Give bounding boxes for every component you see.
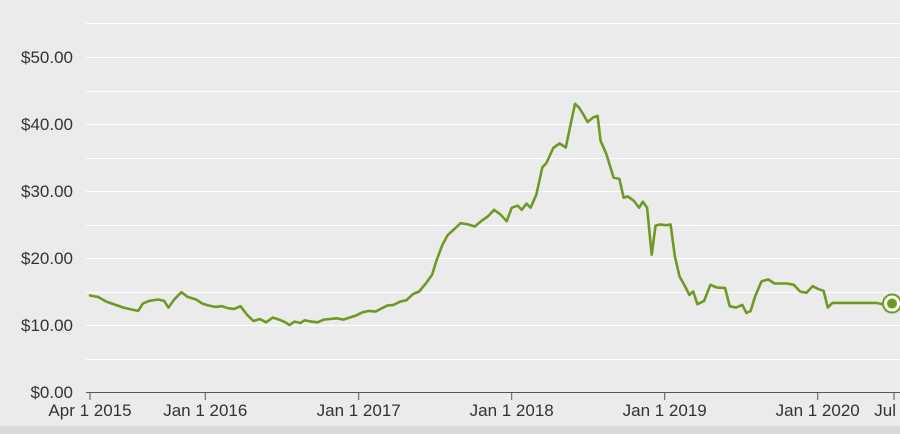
y-axis-tick-labels: $0.00 $10.00 $20.00 $30.00 $40.00 $50.00 — [21, 48, 73, 402]
x-axis-tick-labels: Apr 1 2015 Jan 1 2016 Jan 1 2017 Jan 1 2018… — [48, 401, 896, 420]
x-tick-label: Jan 1 2018 — [470, 401, 554, 420]
x-tick-label: Jan 1 2019 — [623, 401, 707, 420]
x-tick-label: Jan 1 2016 — [163, 401, 247, 420]
x-tick-label: Apr 1 2015 — [48, 401, 131, 420]
series-line — [88, 102, 896, 327]
highlight-point — [887, 298, 897, 309]
y-tick-label: $40.00 — [21, 115, 73, 134]
highlight-marker[interactable] — [882, 293, 900, 314]
grid-lines — [86, 23, 900, 360]
y-tick-label: $20.00 — [21, 249, 73, 268]
y-tick-label: $50.00 — [21, 48, 73, 67]
x-tick-label: Jan 1 2017 — [317, 401, 401, 420]
y-tick-label: $10.00 — [21, 316, 73, 335]
bottom-scroll-strip — [0, 426, 900, 434]
y-tick-label: $0.00 — [30, 383, 73, 402]
x-tick-label: Jan 1 2020 — [776, 401, 860, 420]
y-tick-label: $30.00 — [21, 182, 73, 201]
x-tick-label: Jul — [874, 401, 896, 420]
x-axis-ticks — [89, 392, 895, 400]
